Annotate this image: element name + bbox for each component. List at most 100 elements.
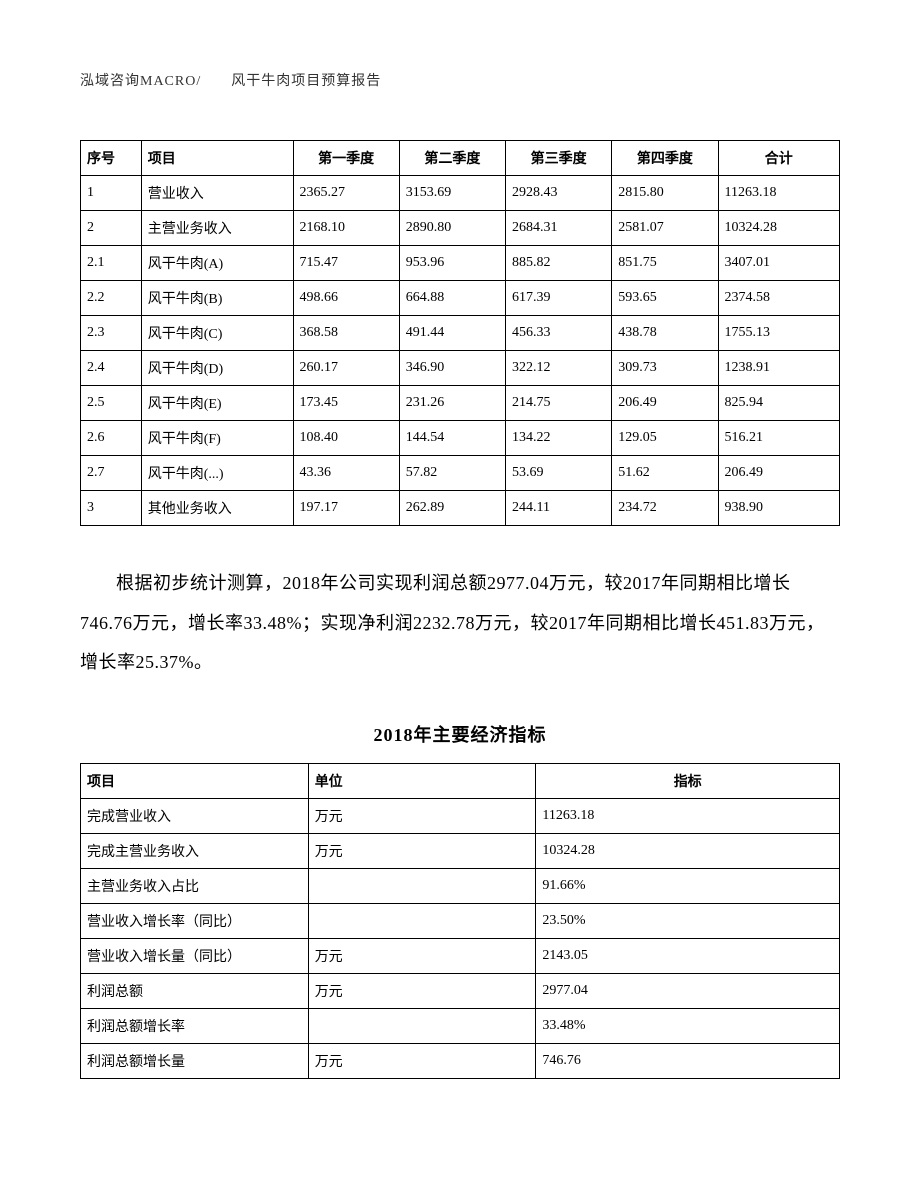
table-cell: 2684.31: [506, 211, 612, 246]
table-cell: 134.22: [506, 421, 612, 456]
table-cell: 214.75: [506, 386, 612, 421]
table-cell: 438.78: [612, 316, 718, 351]
table1-body: 1营业收入2365.273153.692928.432815.8011263.1…: [81, 176, 840, 526]
table-cell: 57.82: [399, 456, 505, 491]
table-cell: 主营业务收入占比: [81, 868, 309, 903]
table-cell: 主营业务收入: [141, 211, 293, 246]
table-cell: 万元: [308, 798, 536, 833]
table-cell: 53.69: [506, 456, 612, 491]
table-row: 主营业务收入占比 91.66%: [81, 868, 840, 903]
table-cell: 10324.28: [718, 211, 839, 246]
table-cell: 3407.01: [718, 246, 839, 281]
table-cell: 风干牛肉(...): [141, 456, 293, 491]
table-cell: [308, 903, 536, 938]
table-cell: 516.21: [718, 421, 839, 456]
table-cell: 851.75: [612, 246, 718, 281]
table-cell: 234.72: [612, 491, 718, 526]
col-q3: 第三季度: [506, 141, 612, 176]
table-cell: 498.66: [293, 281, 399, 316]
col-unit: 单位: [308, 763, 536, 798]
table-cell: 43.36: [293, 456, 399, 491]
table-cell: 11263.18: [718, 176, 839, 211]
table-cell: 2.2: [81, 281, 142, 316]
table-cell: 885.82: [506, 246, 612, 281]
table-cell: 万元: [308, 1043, 536, 1078]
table-cell: 2374.58: [718, 281, 839, 316]
table-row: 利润总额增长量万元746.76: [81, 1043, 840, 1078]
table-cell: 2.4: [81, 351, 142, 386]
table-row: 2.4风干牛肉(D)260.17346.90322.12309.731238.9…: [81, 351, 840, 386]
table-cell: 51.62: [612, 456, 718, 491]
table-cell: 23.50%: [536, 903, 840, 938]
table-cell: 风干牛肉(D): [141, 351, 293, 386]
table2-body: 完成营业收入万元11263.18完成主营业务收入万元10324.28主营业务收入…: [81, 798, 840, 1078]
col-indicator: 指标: [536, 763, 840, 798]
table-cell: 2365.27: [293, 176, 399, 211]
table-cell: 风干牛肉(E): [141, 386, 293, 421]
table-cell: 2815.80: [612, 176, 718, 211]
table-cell: 953.96: [399, 246, 505, 281]
table-cell: 91.66%: [536, 868, 840, 903]
table-cell: 593.65: [612, 281, 718, 316]
col-serial: 序号: [81, 141, 142, 176]
table-row: 完成主营业务收入万元10324.28: [81, 833, 840, 868]
table-cell: 346.90: [399, 351, 505, 386]
table-cell: 11263.18: [536, 798, 840, 833]
table-cell: 244.11: [506, 491, 612, 526]
table-cell: 2168.10: [293, 211, 399, 246]
table-cell: 利润总额: [81, 973, 309, 1008]
table-cell: 完成营业收入: [81, 798, 309, 833]
table-row: 2.7风干牛肉(...)43.3657.8253.6951.62206.49: [81, 456, 840, 491]
table-cell: 491.44: [399, 316, 505, 351]
col-q1: 第一季度: [293, 141, 399, 176]
table-row: 2.6风干牛肉(F)108.40144.54134.22129.05516.21: [81, 421, 840, 456]
table-cell: 利润总额增长率: [81, 1008, 309, 1043]
table-cell: 206.49: [612, 386, 718, 421]
table-row: 2.3风干牛肉(C)368.58491.44456.33438.781755.1…: [81, 316, 840, 351]
table-cell: [308, 1008, 536, 1043]
table-cell: 风干牛肉(A): [141, 246, 293, 281]
table-header-row: 项目 单位 指标: [81, 763, 840, 798]
table-cell: 万元: [308, 973, 536, 1008]
table-cell: 万元: [308, 833, 536, 868]
table-cell: 309.73: [612, 351, 718, 386]
table-cell: 322.12: [506, 351, 612, 386]
table-row: 2主营业务收入2168.102890.802684.312581.0710324…: [81, 211, 840, 246]
table-cell: 262.89: [399, 491, 505, 526]
table-cell: 206.49: [718, 456, 839, 491]
table-cell: 1238.91: [718, 351, 839, 386]
table-cell: 2890.80: [399, 211, 505, 246]
table-cell: 营业收入增长量（同比）: [81, 938, 309, 973]
table-header-row: 序号 项目 第一季度 第二季度 第三季度 第四季度 合计: [81, 141, 840, 176]
table-cell: 10324.28: [536, 833, 840, 868]
table-cell: 2.6: [81, 421, 142, 456]
table-cell: 746.76: [536, 1043, 840, 1078]
table-cell: 利润总额增长量: [81, 1043, 309, 1078]
table-row: 3其他业务收入197.17262.89244.11234.72938.90: [81, 491, 840, 526]
table-cell: 2.7: [81, 456, 142, 491]
table-cell: 173.45: [293, 386, 399, 421]
table-cell: 风干牛肉(C): [141, 316, 293, 351]
table-row: 2.5风干牛肉(E)173.45231.26214.75206.49825.94: [81, 386, 840, 421]
summary-paragraph: 根据初步统计测算，2018年公司实现利润总额2977.04万元，较2017年同期…: [80, 564, 840, 683]
table-cell: 完成主营业务收入: [81, 833, 309, 868]
table-row: 2.1风干牛肉(A)715.47953.96885.82851.753407.0…: [81, 246, 840, 281]
table-row: 利润总额增长率33.48%: [81, 1008, 840, 1043]
table-cell: 129.05: [612, 421, 718, 456]
table-cell: 其他业务收入: [141, 491, 293, 526]
quarterly-revenue-table: 序号 项目 第一季度 第二季度 第三季度 第四季度 合计 1营业收入2365.2…: [80, 140, 840, 526]
table-cell: 144.54: [399, 421, 505, 456]
table-cell: 2.1: [81, 246, 142, 281]
table-cell: 风干牛肉(F): [141, 421, 293, 456]
table-cell: 3: [81, 491, 142, 526]
col-q2: 第二季度: [399, 141, 505, 176]
table-cell: 2928.43: [506, 176, 612, 211]
table-cell: 2: [81, 211, 142, 246]
table-cell: 3153.69: [399, 176, 505, 211]
table-cell: 825.94: [718, 386, 839, 421]
table-cell: 营业收入: [141, 176, 293, 211]
table-cell: 2.5: [81, 386, 142, 421]
col-q4: 第四季度: [612, 141, 718, 176]
table-cell: 368.58: [293, 316, 399, 351]
table-cell: [308, 868, 536, 903]
